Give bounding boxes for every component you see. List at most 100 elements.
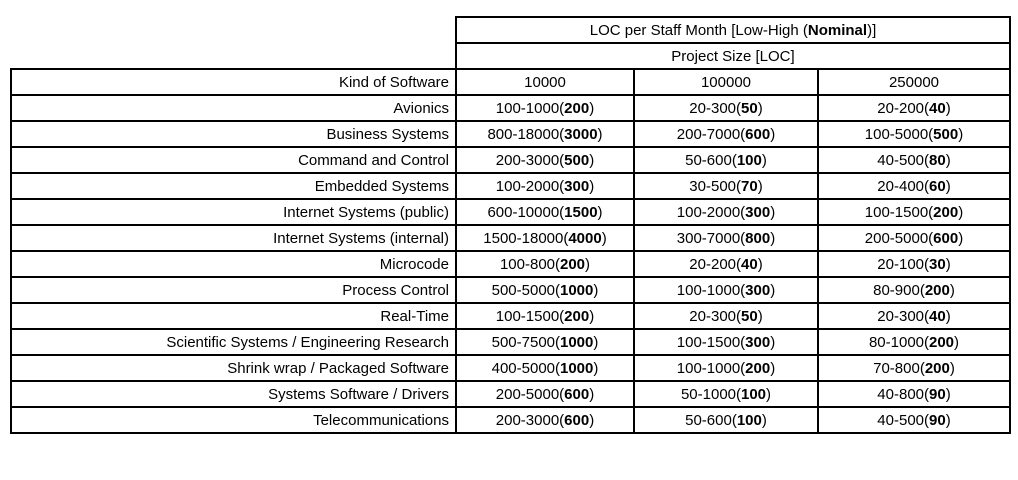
loc-value-cell: 100-1000(300) bbox=[633, 276, 819, 304]
loc-close-paren: ) bbox=[757, 255, 763, 273]
loc-nominal-value: 1000 bbox=[560, 359, 594, 377]
loc-close-paren: ) bbox=[770, 229, 776, 247]
loc-value-cell: 800-18000(3000) bbox=[455, 120, 635, 148]
loc-close-paren: ) bbox=[770, 333, 776, 351]
kind-of-software-cell: Command and Control bbox=[10, 146, 457, 174]
loc-value-cell: 70-800(200) bbox=[817, 354, 1011, 382]
loc-value-cell: 200-7000(600) bbox=[633, 120, 819, 148]
subtitle-row: Project Size [LOC] bbox=[11, 42, 1011, 70]
loc-nominal-value: 200 bbox=[924, 359, 950, 377]
loc-value-cell: 200-3000(600) bbox=[455, 406, 635, 434]
loc-value-cell: 300-7000(800) bbox=[633, 224, 819, 252]
loc-close-paren: ) bbox=[945, 177, 951, 195]
loc-value-cell: 100-1000(200) bbox=[633, 354, 819, 382]
loc-close-paren: ) bbox=[589, 99, 595, 117]
loc-value-cell: 40-500(80) bbox=[817, 146, 1011, 174]
loc-close-paren: ) bbox=[757, 99, 763, 117]
loc-range-text: 20-300( bbox=[689, 99, 741, 117]
size-column-header-10000: 10000 bbox=[455, 68, 635, 96]
loc-close-paren: ) bbox=[601, 229, 607, 247]
loc-nominal-value: 1500 bbox=[564, 203, 598, 221]
table-row: Avionics 100-1000(200) 20-300(50) 20-200(40… bbox=[10, 94, 1011, 122]
loc-value-cell: 80-900(200) bbox=[817, 276, 1011, 304]
loc-close-paren: ) bbox=[945, 411, 951, 429]
loc-range-text: 20-100( bbox=[877, 255, 929, 273]
loc-close-paren: ) bbox=[589, 307, 595, 325]
loc-nominal-value: 300 bbox=[745, 203, 771, 221]
table-title-suffix: )] bbox=[867, 21, 877, 39]
loc-nominal-value: 300 bbox=[745, 333, 771, 351]
blank-corner-cell bbox=[11, 43, 456, 69]
loc-value-cell: 600-10000(1500) bbox=[455, 198, 635, 226]
kind-of-software-cell: Telecommunications bbox=[10, 406, 457, 434]
loc-nominal-value: 200 bbox=[745, 359, 771, 377]
loc-range-text: 200-5000( bbox=[864, 229, 934, 247]
loc-range-text: 300-7000( bbox=[676, 229, 746, 247]
table-title-prefix: LOC per Staff Month [Low-High ( bbox=[589, 21, 808, 39]
loc-nominal-value: 40 bbox=[929, 307, 946, 325]
table-body: Avionics 100-1000(200) 20-300(50) 20-200(40… bbox=[10, 94, 1011, 434]
loc-value-cell: 20-200(40) bbox=[817, 94, 1011, 122]
loc-value-cell: 80-1000(200) bbox=[817, 328, 1011, 356]
table-row: Command and Control 200-3000(500) 50-600(1… bbox=[10, 146, 1011, 174]
table-title-bold: Nominal bbox=[807, 21, 868, 39]
kind-of-software-cell: Embedded Systems bbox=[10, 172, 457, 200]
loc-nominal-value: 100 bbox=[736, 151, 762, 169]
loc-range-text: 100-5000( bbox=[864, 125, 934, 143]
loc-range-text: 100-1500( bbox=[495, 307, 565, 325]
loc-range-text: 70-800( bbox=[873, 359, 925, 377]
loc-close-paren: ) bbox=[945, 255, 951, 273]
loc-range-text: 500-7500( bbox=[491, 333, 560, 351]
loc-value-cell: 200-5000(600) bbox=[455, 380, 635, 408]
title-row: LOC per Staff Month [Low-High (Nominal)] bbox=[11, 16, 1011, 44]
loc-nominal-value: 200 bbox=[564, 99, 590, 117]
kind-of-software-cell: Scientific Systems / Engineering Researc… bbox=[10, 328, 457, 356]
loc-nominal-value: 40 bbox=[741, 255, 758, 273]
loc-range-text: 100-2000( bbox=[495, 177, 565, 195]
loc-range-text: 30-500( bbox=[689, 177, 741, 195]
loc-nominal-value: 90 bbox=[929, 385, 946, 403]
loc-close-paren: ) bbox=[761, 411, 767, 429]
loc-value-cell: 50-600(100) bbox=[633, 406, 819, 434]
loc-nominal-value: 600 bbox=[564, 385, 590, 403]
loc-range-text: 80-900( bbox=[873, 281, 925, 299]
table-row: Telecommunications 200-3000(600) 50-600(10… bbox=[10, 406, 1011, 434]
loc-close-paren: ) bbox=[593, 359, 599, 377]
loc-range-text: 600-10000( bbox=[487, 203, 565, 221]
loc-nominal-value: 600 bbox=[933, 229, 959, 247]
kind-of-software-cell: Internet Systems (internal) bbox=[10, 224, 457, 252]
kind-of-software-header: Kind of Software bbox=[10, 68, 457, 96]
loc-close-paren: ) bbox=[949, 359, 955, 377]
loc-close-paren: ) bbox=[949, 281, 955, 299]
loc-value-cell: 40-500(90) bbox=[817, 406, 1011, 434]
table-row: Business Systems 800-18000(3000) 200-7000(… bbox=[10, 120, 1011, 148]
loc-range-text: 40-500( bbox=[877, 151, 929, 169]
loc-range-text: 100-1000( bbox=[495, 99, 565, 117]
loc-close-paren: ) bbox=[597, 203, 603, 221]
loc-close-paren: ) bbox=[597, 125, 603, 143]
loc-nominal-value: 80 bbox=[929, 151, 946, 169]
kind-of-software-cell: Process Control bbox=[10, 276, 457, 304]
loc-close-paren: ) bbox=[770, 359, 776, 377]
loc-close-paren: ) bbox=[589, 411, 595, 429]
loc-close-paren: ) bbox=[761, 151, 767, 169]
loc-range-text: 500-5000( bbox=[491, 281, 560, 299]
loc-nominal-value: 500 bbox=[933, 125, 959, 143]
loc-nominal-value: 90 bbox=[929, 411, 946, 429]
loc-value-cell: 100-1500(200) bbox=[455, 302, 635, 330]
loc-value-cell: 20-100(30) bbox=[817, 250, 1011, 278]
loc-nominal-value: 40 bbox=[929, 99, 946, 117]
loc-close-paren: ) bbox=[954, 333, 960, 351]
loc-range-text: 100-2000( bbox=[676, 203, 746, 221]
loc-value-cell: 200-3000(500) bbox=[455, 146, 635, 174]
loc-close-paren: ) bbox=[766, 385, 772, 403]
loc-nominal-value: 600 bbox=[564, 411, 590, 429]
loc-close-paren: ) bbox=[945, 307, 951, 325]
loc-range-text: 100-800( bbox=[499, 255, 560, 273]
loc-value-cell: 100-1500(200) bbox=[817, 198, 1011, 226]
loc-nominal-value: 600 bbox=[745, 125, 771, 143]
loc-nominal-value: 100 bbox=[741, 385, 767, 403]
loc-range-text: 800-18000( bbox=[487, 125, 565, 143]
loc-nominal-value: 200 bbox=[564, 307, 590, 325]
loc-nominal-value: 100 bbox=[736, 411, 762, 429]
